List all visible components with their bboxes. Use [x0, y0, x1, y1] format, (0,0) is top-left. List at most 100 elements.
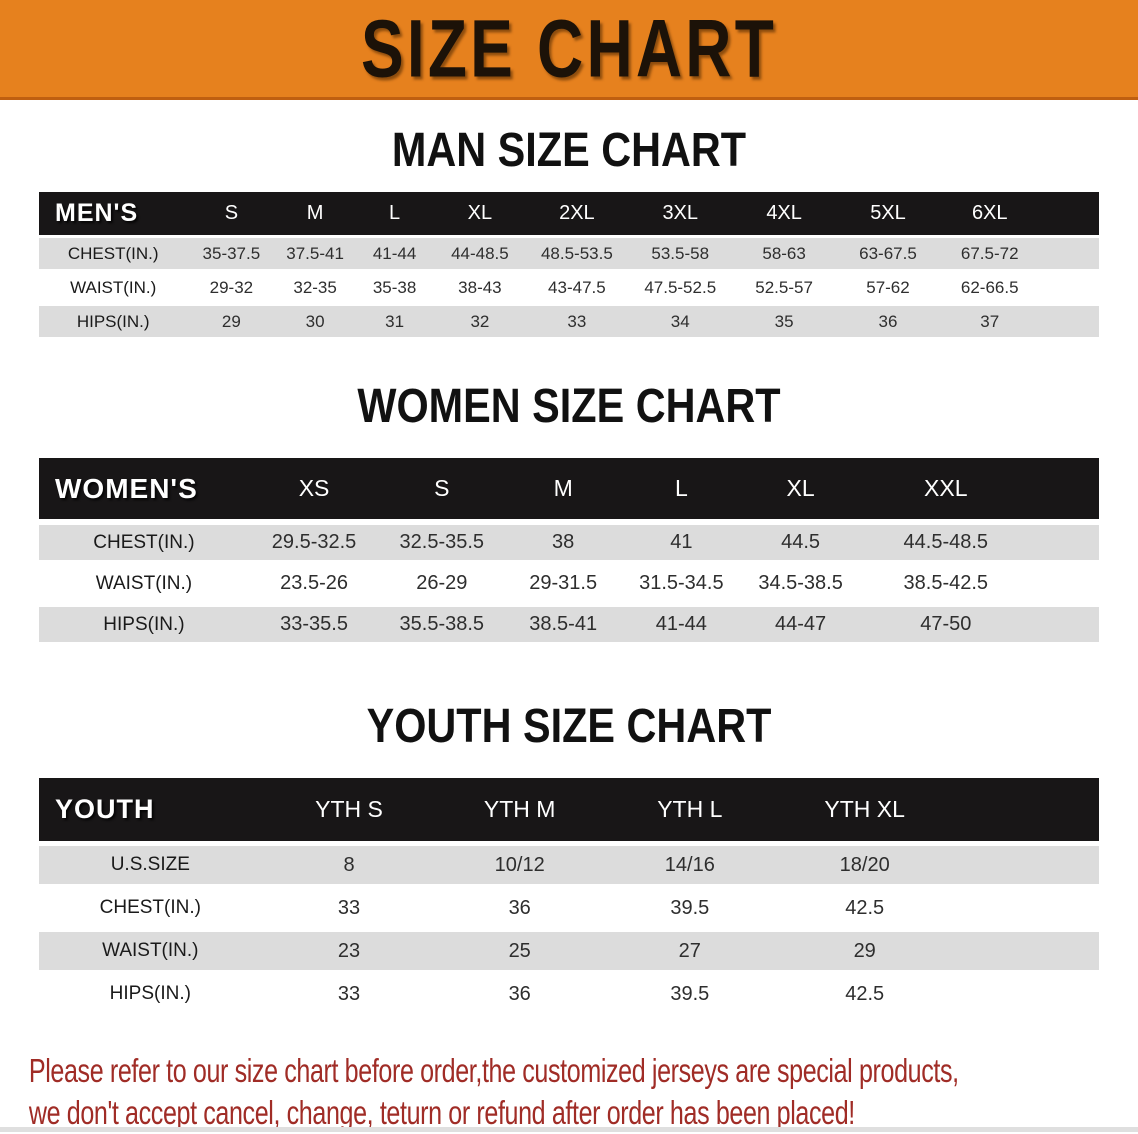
filler-cell [952, 889, 1099, 927]
value-cell: 31 [354, 306, 435, 337]
filler-cell [952, 846, 1099, 884]
value-cell: 29.5-32.5 [248, 525, 380, 560]
size-header-cell: XL [740, 458, 861, 519]
value-cell: 52.5-57 [732, 272, 837, 303]
women-size-table: WOMEN'S XS S M L XL XXL CHEST(IN.) 29.5-32.5 32.5… [39, 452, 1099, 648]
row-label-cell: HIPS(IN.) [39, 306, 188, 337]
table-row: CHEST(IN.) 29.5-32.5 32.5-35.5 38 41 44.5 44.5… [39, 525, 1099, 560]
size-header-cell: 2XL [525, 192, 629, 235]
value-cell: 23.5-26 [248, 566, 380, 601]
men-size-section: MAN SIZE CHART MEN'S S M L XL 2XL 3XL 4XL 5XL 6XL… [0, 121, 1138, 340]
filler-cell [1031, 566, 1099, 601]
value-cell: 32.5-35.5 [379, 525, 505, 560]
value-cell: 33 [261, 975, 437, 1013]
value-cell: 35-38 [354, 272, 435, 303]
row-label-cell: CHEST(IN.) [39, 525, 249, 560]
value-cell: 14/16 [602, 846, 777, 884]
value-cell: 38 [504, 525, 622, 560]
value-cell: 32 [434, 306, 526, 337]
value-cell: 8 [261, 846, 437, 884]
table-corner-label: WOMEN'S [39, 458, 249, 519]
disclaimer-line-1: Please refer to our size chart before or… [28, 1052, 959, 1089]
size-header-cell: S [379, 458, 505, 519]
value-cell: 47-50 [860, 607, 1032, 642]
value-cell: 48.5-53.5 [525, 238, 629, 269]
value-cell: 44.5 [740, 525, 861, 560]
filler-cell [1039, 306, 1099, 337]
value-cell: 18/20 [776, 846, 953, 884]
youth-size-table: YOUTH YTH S YTH M YTH L YTH XL U.S.SIZE 8 10/12… [39, 773, 1099, 1018]
size-header-cell: 6XL [939, 192, 1040, 235]
men-size-table: MEN'S S M L XL 2XL 3XL 4XL 5XL 6XL CHEST(IN.) 35-37… [39, 189, 1099, 340]
value-cell: 31.5-34.5 [621, 566, 741, 601]
value-cell: 29 [187, 306, 276, 337]
row-label-cell: CHEST(IN.) [39, 889, 262, 927]
row-label-cell: CHEST(IN.) [39, 238, 188, 269]
size-header-cell: 5XL [836, 192, 940, 235]
row-label-cell: HIPS(IN.) [39, 607, 249, 642]
value-cell: 37.5-41 [275, 238, 355, 269]
table-row: U.S.SIZE 8 10/12 14/16 18/20 [39, 846, 1099, 884]
value-cell: 36 [436, 975, 603, 1013]
value-cell: 25 [436, 932, 603, 970]
value-cell: 41 [621, 525, 741, 560]
table-row: WAIST(IN.) 29-32 32-35 35-38 38-43 43-47.5 47.… [39, 272, 1099, 303]
value-cell: 44.5-48.5 [860, 525, 1032, 560]
value-cell: 23 [261, 932, 437, 970]
row-label-cell: WAIST(IN.) [39, 272, 188, 303]
table-row: HIPS(IN.) 33 36 39.5 42.5 [39, 975, 1099, 1013]
value-cell: 63-67.5 [836, 238, 940, 269]
size-header-cell: 4XL [732, 192, 837, 235]
size-header-cell: YTH M [436, 778, 603, 841]
value-cell: 38.5-41 [504, 607, 622, 642]
value-cell: 36 [836, 306, 940, 337]
value-cell: 57-62 [836, 272, 940, 303]
value-cell: 39.5 [602, 889, 777, 927]
table-row: CHEST(IN.) 33 36 39.5 42.5 [39, 889, 1099, 927]
table-row: HIPS(IN.) 33-35.5 35.5-38.5 38.5-41 41-44 44-… [39, 607, 1099, 642]
value-cell: 42.5 [776, 889, 953, 927]
size-header-cell: YTH XL [776, 778, 953, 841]
value-cell: 41-44 [621, 607, 741, 642]
value-cell: 29-31.5 [504, 566, 622, 601]
men-section-title: MAN SIZE CHART [391, 121, 747, 177]
table-row: HIPS(IN.) 29 30 31 32 33 34 35 36 37 [39, 306, 1099, 337]
header-row: MEN'S S M L XL 2XL 3XL 4XL 5XL 6XL [39, 192, 1099, 235]
size-header-cell: XL [434, 192, 526, 235]
filler-cell [1031, 607, 1099, 642]
size-header-cell: YTH L [602, 778, 777, 841]
size-header-cell: L [354, 192, 435, 235]
value-cell: 35 [732, 306, 837, 337]
size-header-cell: 3XL [628, 192, 733, 235]
row-label-cell: HIPS(IN.) [39, 975, 262, 1013]
size-header-cell: M [504, 458, 622, 519]
disclaimer-line-2: we don't accept cancel, change, teturn o… [28, 1094, 855, 1131]
value-cell: 38-43 [434, 272, 526, 303]
size-header-cell: XXL [860, 458, 1032, 519]
value-cell: 30 [275, 306, 355, 337]
value-cell: 42.5 [776, 975, 953, 1013]
value-cell: 27 [602, 932, 777, 970]
order-disclaimer: Please refer to our size chart before or… [0, 1050, 959, 1134]
value-cell: 53.5-58 [628, 238, 733, 269]
banner-title: SIZE CHART [361, 2, 777, 94]
filler-cell [952, 778, 1099, 841]
value-cell: 37 [939, 306, 1040, 337]
header-row: WOMEN'S XS S M L XL XXL [39, 458, 1099, 519]
size-header-cell: YTH S [261, 778, 437, 841]
value-cell: 38.5-42.5 [860, 566, 1032, 601]
value-cell: 58-63 [732, 238, 837, 269]
table-corner-label: YOUTH [39, 778, 262, 841]
value-cell: 29-32 [187, 272, 276, 303]
filler-cell [1031, 458, 1099, 519]
size-header-cell: S [187, 192, 276, 235]
row-label-cell: WAIST(IN.) [39, 932, 262, 970]
size-header-cell: L [621, 458, 741, 519]
header-row: YOUTH YTH S YTH M YTH L YTH XL [39, 778, 1099, 841]
value-cell: 43-47.5 [525, 272, 629, 303]
table-row: WAIST(IN.) 23 25 27 29 [39, 932, 1099, 970]
value-cell: 33 [261, 889, 437, 927]
value-cell: 67.5-72 [939, 238, 1040, 269]
value-cell: 47.5-52.5 [628, 272, 733, 303]
